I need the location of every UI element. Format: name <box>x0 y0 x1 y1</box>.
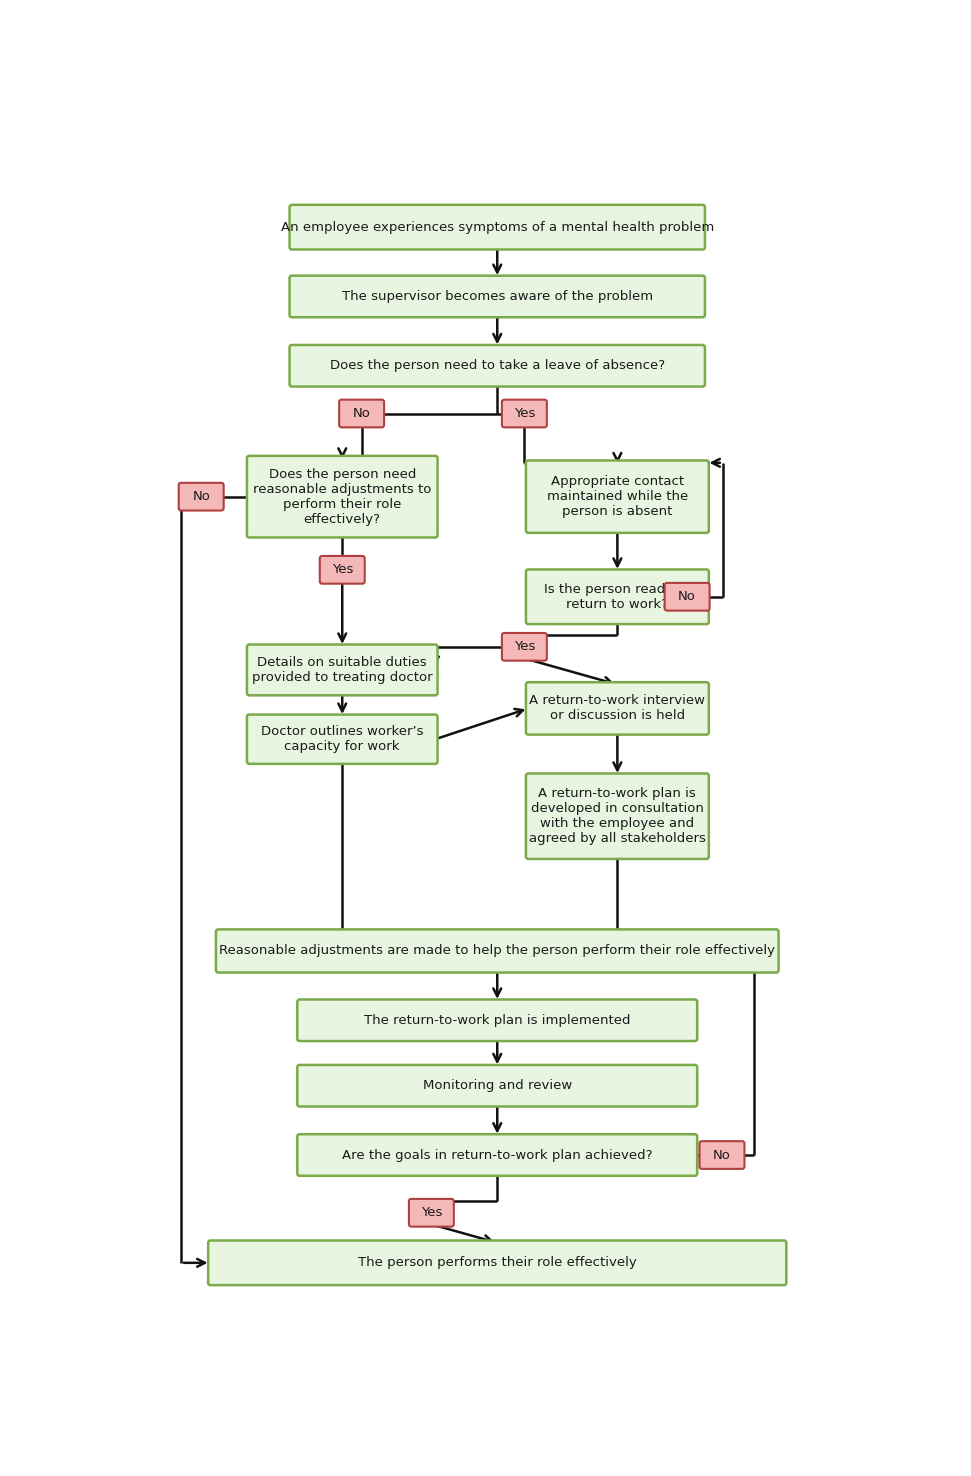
Text: Details on suitable duties
provided to treating doctor: Details on suitable duties provided to t… <box>251 655 432 683</box>
FancyBboxPatch shape <box>526 570 709 624</box>
Text: A return-to-work plan is
developed in consultation
with the employee and
agreed : A return-to-work plan is developed in co… <box>529 787 706 846</box>
FancyBboxPatch shape <box>247 714 438 765</box>
FancyBboxPatch shape <box>699 1141 745 1169</box>
FancyBboxPatch shape <box>208 1240 787 1286</box>
Text: An employee experiences symptoms of a mental health problem: An employee experiences symptoms of a me… <box>281 221 714 233</box>
Text: Is the person ready to
return to work?: Is the person ready to return to work? <box>544 583 690 611</box>
FancyBboxPatch shape <box>526 461 709 533</box>
Text: The supervisor becomes aware of the problem: The supervisor becomes aware of the prob… <box>342 289 653 303</box>
Text: No: No <box>352 407 371 421</box>
FancyBboxPatch shape <box>339 400 385 428</box>
Text: Doctor outlines worker’s
capacity for work: Doctor outlines worker’s capacity for wo… <box>261 725 423 753</box>
Text: Does the person need to take a leave of absence?: Does the person need to take a leave of … <box>330 359 665 372</box>
FancyBboxPatch shape <box>247 456 438 537</box>
FancyBboxPatch shape <box>502 633 547 661</box>
Text: Reasonable adjustments are made to help the person perform their role effectivel: Reasonable adjustments are made to help … <box>219 945 775 958</box>
Text: No: No <box>713 1148 731 1162</box>
Text: The person performs their role effectively: The person performs their role effective… <box>358 1256 637 1269</box>
Text: No: No <box>678 590 696 604</box>
FancyBboxPatch shape <box>526 682 709 735</box>
FancyBboxPatch shape <box>289 276 705 317</box>
FancyBboxPatch shape <box>297 1134 697 1176</box>
FancyBboxPatch shape <box>409 1199 453 1227</box>
Text: A return-to-work interview
or discussion is held: A return-to-work interview or discussion… <box>529 694 705 722</box>
Text: Are the goals in return-to-work plan achieved?: Are the goals in return-to-work plan ach… <box>342 1148 653 1162</box>
FancyBboxPatch shape <box>319 556 365 583</box>
FancyBboxPatch shape <box>502 400 547 428</box>
Text: Appropriate contact
maintained while the
person is absent: Appropriate contact maintained while the… <box>547 475 688 518</box>
Text: Monitoring and review: Monitoring and review <box>422 1079 572 1092</box>
FancyBboxPatch shape <box>289 345 705 387</box>
FancyBboxPatch shape <box>297 1064 697 1107</box>
FancyBboxPatch shape <box>289 205 705 249</box>
Text: No: No <box>192 490 210 503</box>
Text: Yes: Yes <box>420 1206 442 1219</box>
Text: Yes: Yes <box>514 407 535 421</box>
Text: Yes: Yes <box>514 641 535 654</box>
Text: Does the person need
reasonable adjustments to
perform their role
effectively?: Does the person need reasonable adjustme… <box>253 468 431 525</box>
FancyBboxPatch shape <box>665 583 710 611</box>
Text: The return-to-work plan is implemented: The return-to-work plan is implemented <box>364 1014 630 1027</box>
Text: Yes: Yes <box>331 564 352 576</box>
FancyBboxPatch shape <box>526 773 709 859</box>
FancyBboxPatch shape <box>216 930 779 973</box>
FancyBboxPatch shape <box>297 999 697 1041</box>
FancyBboxPatch shape <box>179 483 223 511</box>
FancyBboxPatch shape <box>247 645 438 695</box>
